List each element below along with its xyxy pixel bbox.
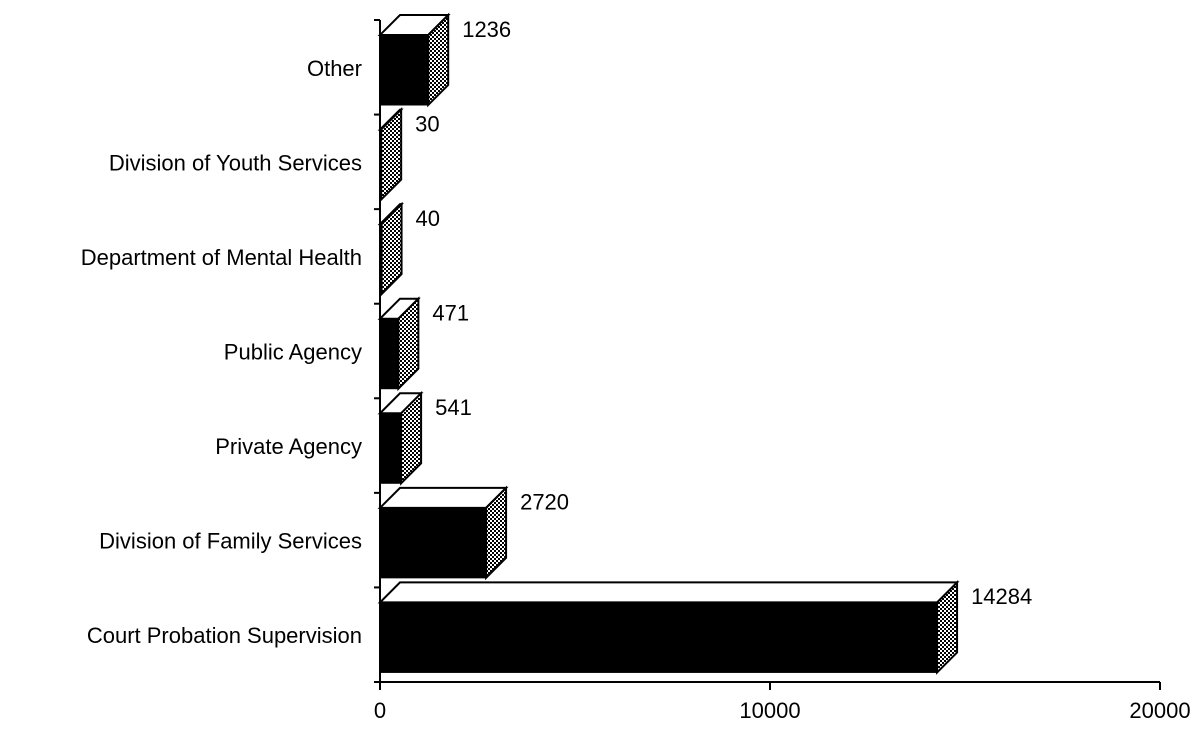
x-tick-label: 10000 [739, 698, 800, 723]
bar [377, 390, 424, 486]
bar [377, 107, 404, 202]
category-label: Division of Family Services [99, 529, 362, 554]
value-label: 471 [432, 301, 469, 326]
bar-side [380, 107, 403, 202]
bar [377, 485, 509, 581]
value-label: 541 [435, 395, 472, 420]
bar-front [379, 223, 383, 295]
bar-front [379, 601, 938, 673]
value-label: 30 [415, 111, 439, 136]
bar-top [377, 581, 960, 604]
value-label: 40 [416, 206, 440, 231]
bar [377, 296, 421, 392]
category-label: Department of Mental Health [81, 245, 362, 270]
bar [377, 12, 451, 108]
category-label: Other [307, 56, 362, 81]
bar-front [379, 34, 429, 106]
bar-front [379, 318, 399, 390]
bar-side [380, 201, 403, 297]
value-label: 14284 [971, 584, 1032, 609]
category-label: Division of Youth Services [109, 150, 362, 175]
bar [377, 580, 960, 675]
bar [377, 201, 404, 297]
bar-front [379, 412, 402, 484]
bar-front [379, 129, 382, 201]
x-tick-label: 20000 [1129, 698, 1190, 723]
value-label: 1236 [462, 17, 511, 42]
bar-front [379, 507, 487, 579]
category-label: Public Agency [224, 340, 362, 365]
bar-top [377, 486, 509, 509]
category-label: Court Probation Supervision [87, 623, 362, 648]
category-label: Private Agency [215, 434, 362, 459]
value-label: 2720 [520, 490, 569, 515]
x-tick-label: 0 [374, 698, 386, 723]
